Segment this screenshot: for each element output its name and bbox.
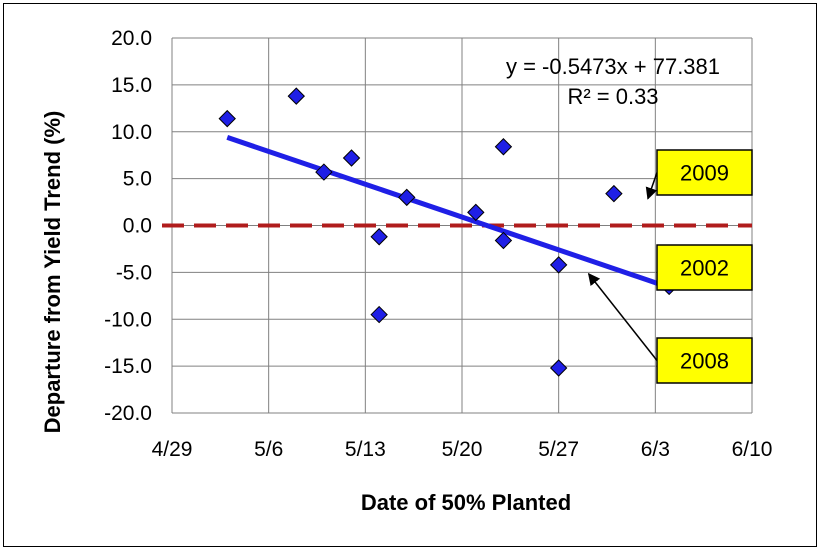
data-point: [218, 109, 236, 128]
x-tick-label: 5/6: [254, 438, 283, 461]
data-point: [605, 184, 623, 203]
data-point: [549, 256, 568, 274]
y-tick-label: 10.0: [111, 121, 152, 144]
x-tick-label: 6/10: [732, 438, 773, 461]
x-tick-label: 5/13: [345, 438, 386, 461]
callout-arrow: [645, 172, 658, 200]
callout-label: 2008: [680, 349, 729, 374]
data-point: [398, 188, 416, 207]
data-point: [467, 203, 485, 222]
y-tick-label: 0.0: [123, 215, 152, 238]
y-axis-title: Departure from Yield Trend (%): [40, 111, 65, 434]
trendline-equation: y = -0.5473x + 77.381: [506, 54, 720, 79]
y-tick-label: -5.0: [116, 261, 152, 284]
data-point: [287, 87, 305, 105]
data-point: [370, 228, 388, 246]
x-tick-label: 6/3: [641, 438, 670, 461]
y-tick-label: -10.0: [104, 308, 152, 331]
trendline-r-squared: R² = 0.33: [567, 84, 658, 109]
data-point: [370, 305, 388, 324]
x-axis-title: Date of 50% Planted: [361, 490, 571, 515]
callout-box: [656, 149, 753, 196]
y-tick-labels: 20.0 15.0 10.0 5.0 0.0 -5.0 -10.0 -15.0 -20.0: [104, 27, 152, 425]
y-tick-label: 15.0: [111, 74, 152, 97]
x-tick-label: 4/29: [152, 438, 193, 461]
y-tick-label: 20.0: [111, 27, 152, 50]
callout-arrow: [587, 272, 658, 361]
callout-box: [656, 244, 753, 291]
data-point: [549, 359, 568, 377]
chart-frame: [3, 3, 817, 547]
callout-label: 2009: [680, 161, 729, 186]
x-tick-labels: 4/29 5/6 5/13 5/20 5/27 6/3 6/10: [152, 438, 773, 461]
callouts: 2009 2002 2008: [587, 149, 753, 384]
data-point: [315, 163, 333, 181]
y-tick-label: -15.0: [104, 355, 152, 378]
x-tick-label: 5/20: [442, 438, 483, 461]
callout-label: 2002: [680, 256, 729, 281]
data-points: [218, 87, 678, 377]
data-point: [342, 149, 361, 167]
callout-box: [656, 337, 753, 384]
x-tick-label: 5/27: [538, 438, 579, 461]
data-point: [494, 231, 513, 250]
trend-line: [226, 135, 670, 290]
y-tick-label: 5.0: [123, 168, 152, 191]
data-point: [494, 138, 513, 156]
y-tick-label: -20.0: [104, 402, 152, 425]
